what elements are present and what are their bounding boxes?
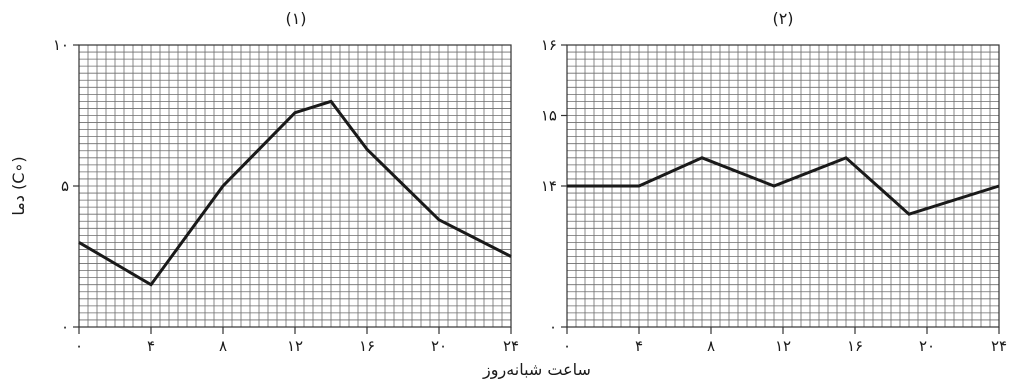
x-tick-label: ۲۰ — [431, 337, 447, 355]
y-tick-label: ۱۶ — [541, 36, 557, 54]
y-tick-label: ۱۴ — [541, 177, 557, 195]
x-tick-label: ۲۴ — [991, 337, 1007, 355]
x-tick-label: ۴ — [635, 337, 643, 355]
y-tick-label: ۰ — [61, 318, 69, 336]
x-tick-label: ۱۲ — [775, 337, 791, 355]
x-tick-label: ۱۶ — [847, 337, 863, 355]
chart-1: (۱) ۰ ۴ ۸ ۱۲ ۱۶ ۲۰ ۲۴ ۰ ۵ ۱۰ — [53, 9, 519, 355]
x-tick-label: ۲۴ — [503, 337, 519, 355]
chart-title: (۲) — [772, 9, 793, 28]
x-tick-label: ۴ — [147, 337, 155, 355]
x-tick-label: ۸ — [219, 337, 227, 355]
x-tick-label: ۱۶ — [359, 337, 375, 355]
x-tick-label: ۲۰ — [919, 337, 935, 355]
chart-title: (۱) — [285, 9, 306, 28]
y-axis-label: دما (C∘) — [9, 156, 28, 215]
y-tick-label: ۵ — [61, 177, 69, 195]
x-tick-label: ۱۲ — [287, 337, 303, 355]
x-tick-label: ۰ — [563, 337, 571, 355]
y-tick-label: ۱۵ — [541, 107, 557, 125]
x-axis-label: ساعت شبانه‌روز — [482, 360, 591, 380]
y-tick-label: ۱۰ — [53, 36, 69, 54]
x-tick-label: ۰ — [75, 337, 83, 355]
chart-2: (۲) ۰ ۴ ۸ ۱۲ ۱۶ ۲۰ ۲۴ ۰ ۱۴ ۱۵ ۱۶ — [541, 9, 1007, 355]
y-tick-label: ۰ — [549, 318, 557, 336]
x-tick-label: ۸ — [707, 337, 715, 355]
